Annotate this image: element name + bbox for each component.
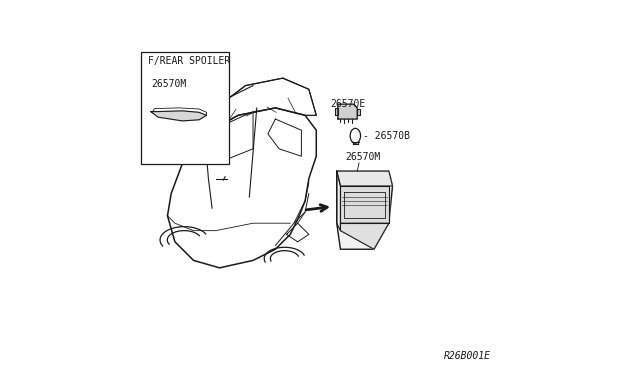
Polygon shape — [337, 171, 392, 249]
Text: F/REAR SPOILER: F/REAR SPOILER — [148, 57, 230, 66]
Polygon shape — [151, 111, 207, 121]
Polygon shape — [338, 104, 357, 119]
Polygon shape — [337, 171, 392, 186]
Polygon shape — [357, 109, 360, 115]
Bar — [141, 52, 229, 164]
Polygon shape — [340, 186, 389, 223]
Text: 26570M: 26570M — [152, 79, 187, 89]
Text: 26570E: 26570E — [330, 99, 365, 109]
Polygon shape — [335, 108, 338, 115]
Text: - 26570B: - 26570B — [363, 131, 410, 141]
Text: 26570M: 26570M — [345, 152, 380, 162]
Polygon shape — [340, 223, 389, 249]
Text: R26B001E: R26B001E — [444, 351, 491, 361]
